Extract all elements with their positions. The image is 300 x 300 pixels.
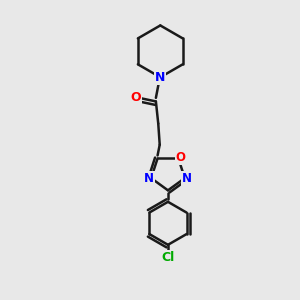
Text: O: O [176, 151, 186, 164]
Text: Cl: Cl [161, 251, 175, 264]
Text: N: N [182, 172, 192, 185]
Text: N: N [144, 172, 154, 185]
Text: N: N [155, 71, 166, 84]
Text: O: O [130, 92, 141, 104]
